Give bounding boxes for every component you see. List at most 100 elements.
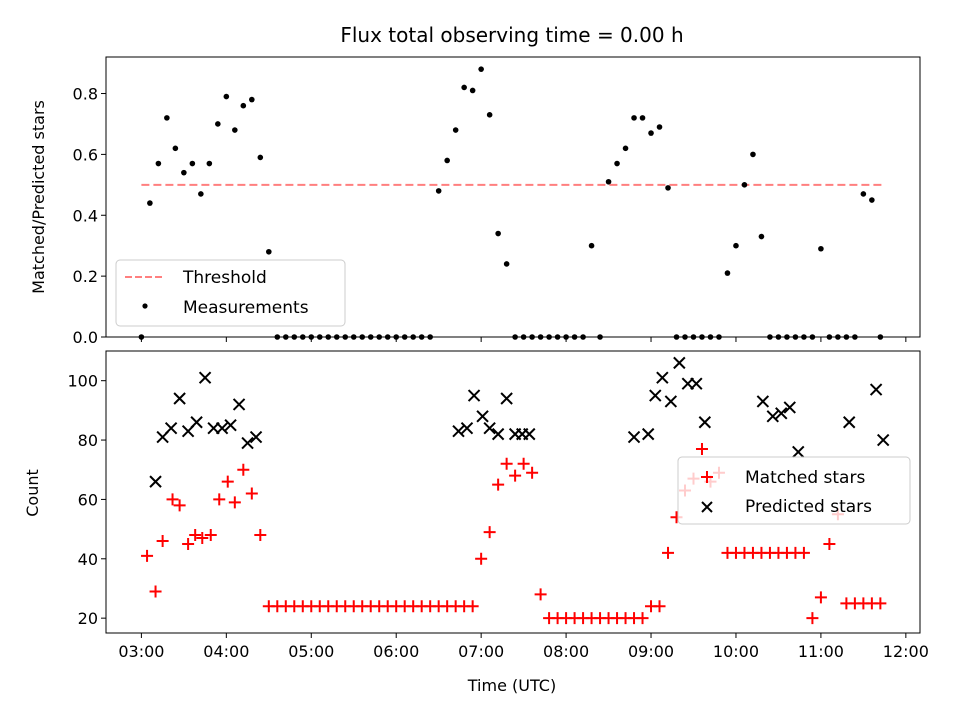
matched-star-point — [492, 478, 505, 491]
measurement-point — [809, 334, 816, 340]
measurement-point — [367, 334, 374, 340]
top-legend: Threshold Measurements — [115, 259, 346, 327]
x-tick-label: 03:00 — [118, 642, 164, 661]
bottom-y-axis-label: Count — [23, 469, 42, 517]
measurement-point — [724, 270, 731, 276]
measurement-point — [775, 334, 782, 340]
measurement-point — [639, 115, 646, 121]
measurement-point — [733, 242, 739, 249]
matched-star-point — [517, 457, 530, 470]
measurement-point — [266, 248, 272, 255]
measurement-point — [877, 334, 884, 340]
matched-star-point — [166, 493, 179, 506]
matched-star-point — [483, 526, 496, 539]
matched-star-point — [182, 537, 195, 550]
measurement-point — [826, 334, 833, 340]
x-tick-label: 08:00 — [543, 642, 589, 661]
legend-matched-label: Matched stars — [745, 468, 865, 488]
predicted-star-point — [792, 445, 805, 459]
measurement-point — [452, 127, 459, 133]
measurement-point — [699, 334, 705, 340]
y-tick-label: 40 — [78, 550, 98, 569]
measurement-point — [716, 334, 722, 340]
predicted-star-point — [627, 430, 641, 444]
matched-star-point — [156, 534, 169, 547]
x-tick-label: 10:00 — [713, 642, 759, 661]
y-tick-label: 60 — [78, 490, 98, 509]
top-y-axis-label: Matched/Predicted stars — [29, 100, 48, 294]
y-tick-label: 0.0 — [73, 328, 98, 347]
measurement-point — [631, 115, 637, 121]
measurement-point — [147, 200, 153, 206]
measurement-point — [342, 334, 349, 340]
measurement-point — [189, 160, 196, 167]
measurement-point — [512, 334, 518, 340]
measurement-point — [605, 178, 612, 185]
measurement-point — [665, 185, 671, 191]
predicted-star-point — [664, 395, 678, 408]
predicted-star-point — [215, 421, 229, 435]
legend-predicted-label: Predicted stars — [745, 497, 872, 517]
measurement-point — [325, 334, 332, 340]
y-tick-label: 0.2 — [73, 267, 98, 286]
matched-star-point — [653, 600, 666, 613]
measurement-point — [580, 334, 586, 340]
matched-star-point — [237, 463, 250, 476]
top-legend-frame — [115, 259, 346, 327]
measurement-point — [843, 334, 850, 340]
plot-frame — [105, 350, 921, 634]
measurement-point — [622, 145, 629, 152]
legend-predicted-swatch — [701, 501, 713, 513]
predicted-star-point — [491, 427, 505, 441]
predicted-star-point — [149, 475, 162, 488]
measurement-point — [571, 334, 578, 340]
measurement-point — [554, 334, 561, 340]
measurement-point — [656, 124, 663, 130]
matched-star-point — [526, 466, 539, 479]
x-tick-label: 05:00 — [288, 642, 334, 661]
x-tick-label: 04:00 — [203, 642, 249, 661]
matched-star-point — [213, 493, 226, 506]
predicted-star-point — [164, 421, 178, 435]
predicted-star-point — [460, 421, 474, 435]
x-tick-label: 12:00 — [883, 642, 929, 661]
x-tick-label: 06:00 — [373, 642, 419, 661]
bottom-legend-frame — [677, 456, 911, 525]
matched-star-point — [141, 549, 154, 562]
measurement-point — [750, 151, 756, 158]
predicted-star-point — [467, 389, 481, 402]
measurement-point — [308, 334, 315, 340]
x-tick-label: 07:00 — [458, 642, 504, 661]
measurement-point — [478, 66, 484, 72]
predicted-star-point — [224, 419, 237, 432]
predicted-star-point — [756, 395, 770, 408]
measurement-point — [537, 334, 544, 340]
measurement-point — [291, 334, 298, 340]
measurement-point — [427, 334, 433, 340]
top-panel: 0.0 0.2 0.4 0.6 0.8 — [73, 56, 921, 347]
measurement-point — [597, 334, 603, 340]
matched-star-point — [221, 475, 234, 488]
measurement-point — [792, 334, 799, 340]
matched-star-point — [204, 529, 217, 542]
x-tick-label: 11:00 — [798, 642, 844, 661]
measurement-point — [215, 121, 221, 127]
predicted-star-point — [766, 410, 779, 423]
measurement-point — [384, 334, 391, 340]
predicted-star-point — [649, 389, 662, 402]
measurement-point — [486, 112, 493, 118]
figure-title: Flux total observing time = 0.00 h — [340, 23, 683, 47]
measurement-point — [376, 334, 383, 340]
measurement-point — [401, 334, 408, 340]
measurement-point — [529, 334, 535, 340]
predicted-star-point — [483, 421, 496, 435]
measurement-point — [393, 334, 400, 340]
predicted-star-point — [249, 430, 263, 444]
matched-star-point — [500, 457, 513, 470]
measurement-point — [299, 334, 306, 340]
measurement-point — [852, 334, 858, 340]
measurement-point — [350, 334, 357, 340]
measurement-point — [563, 334, 569, 340]
